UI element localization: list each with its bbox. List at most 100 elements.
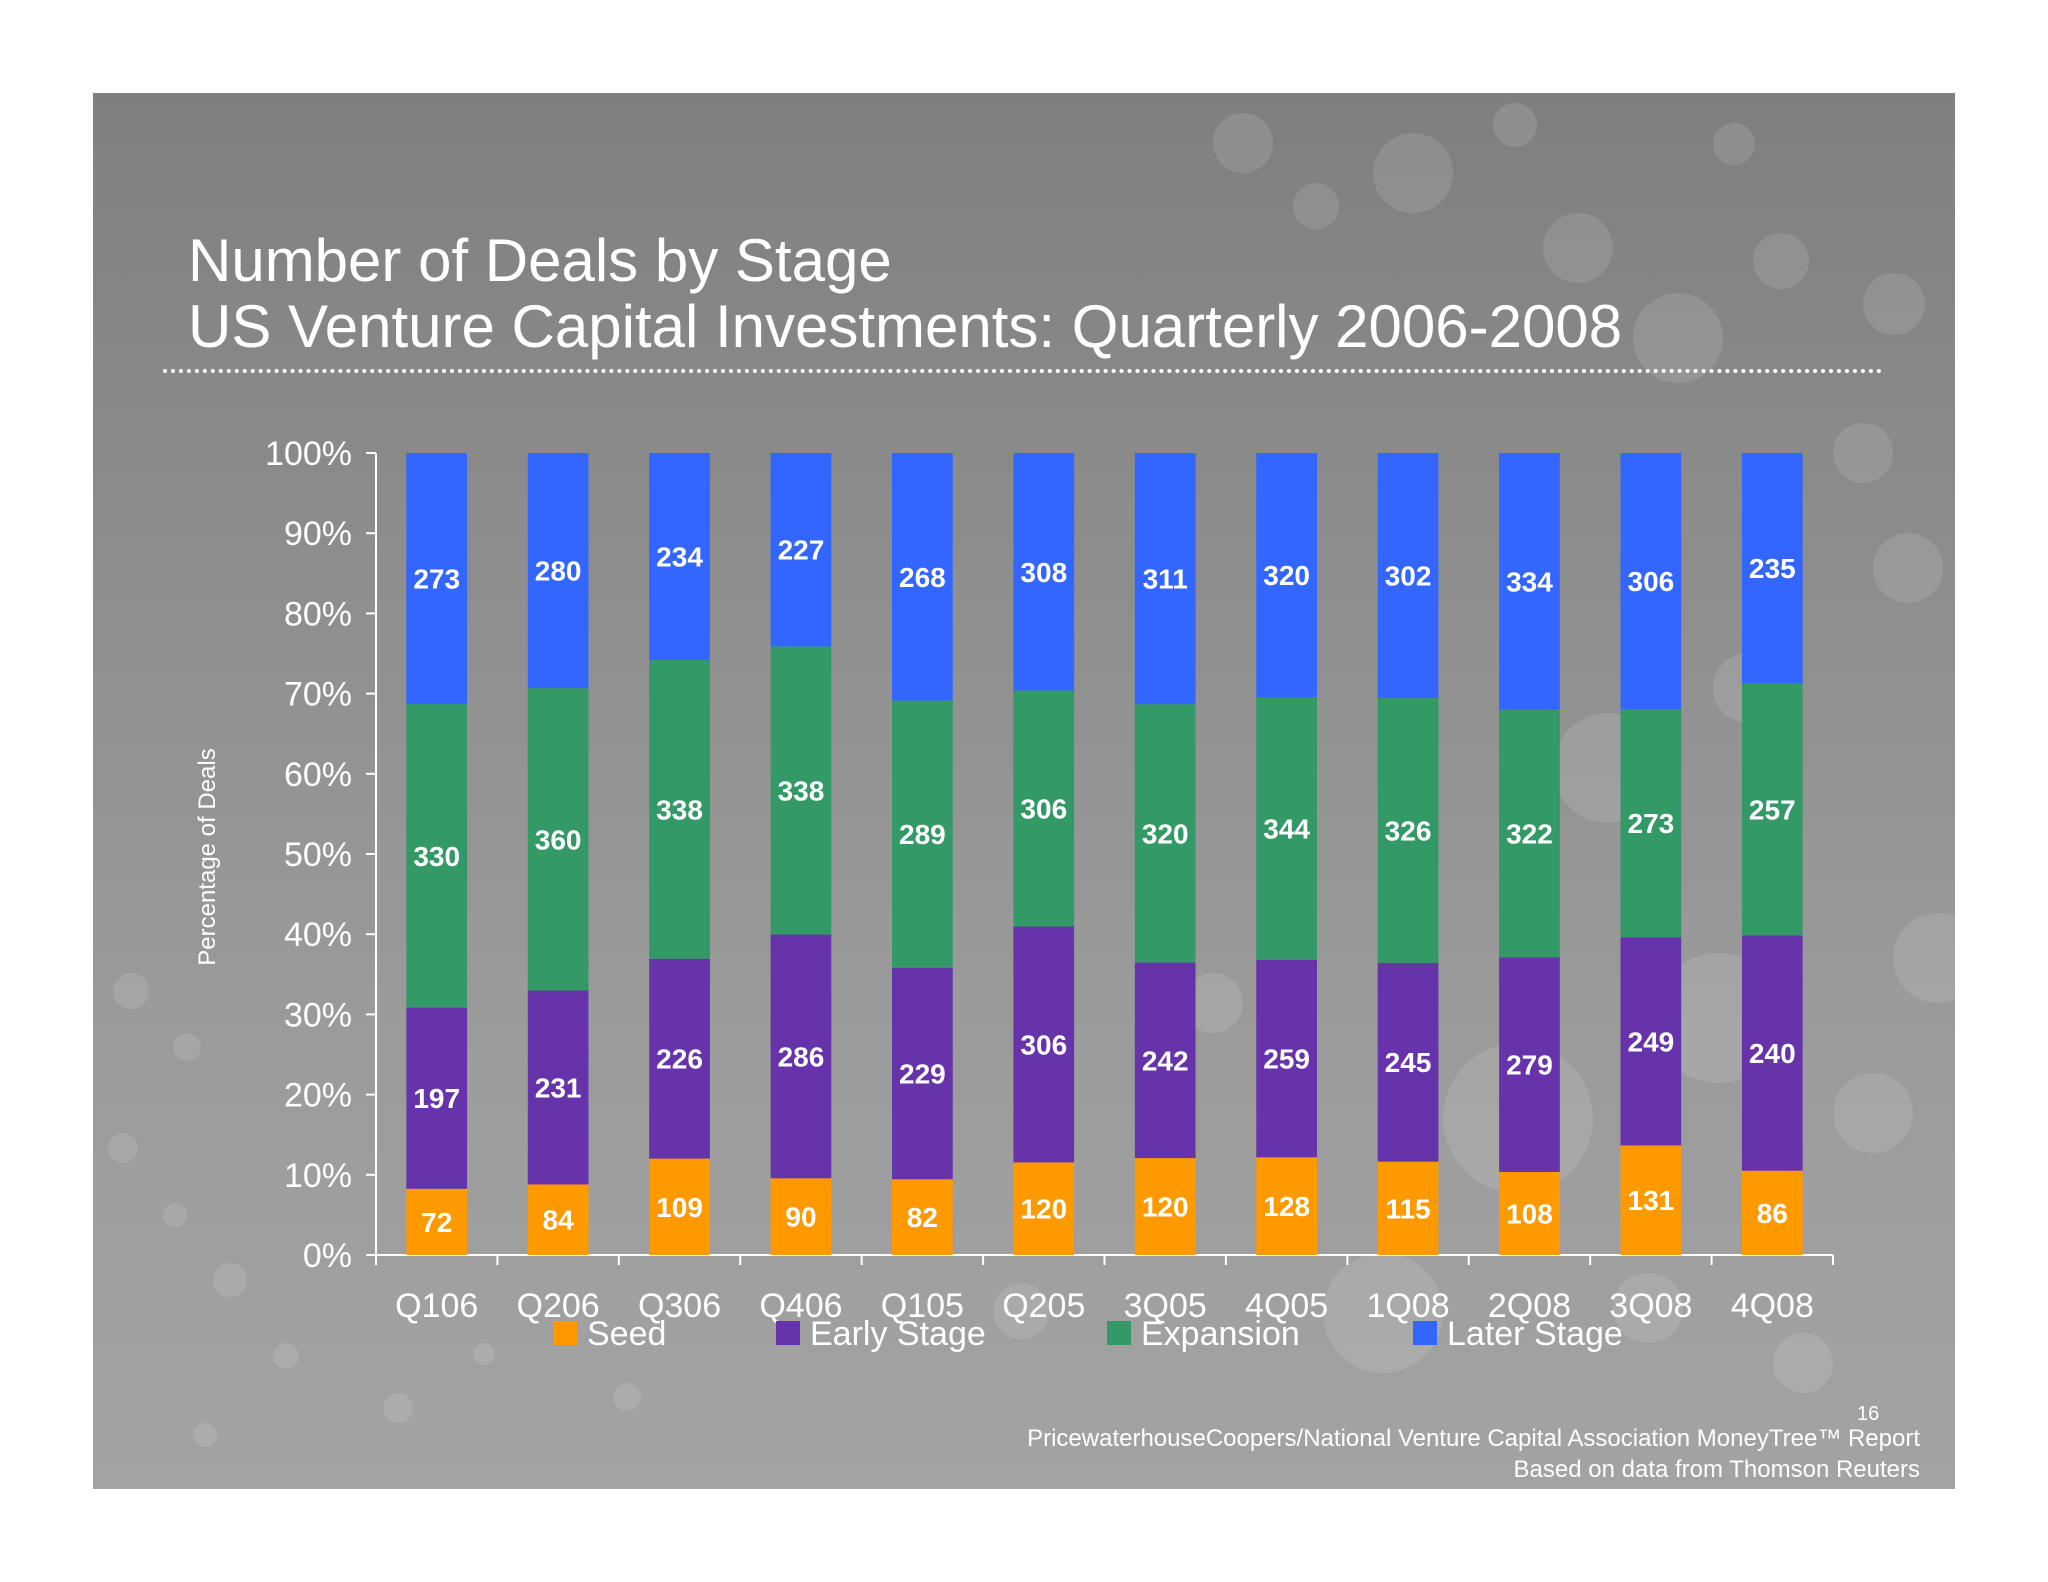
bar-segment <box>1620 708 1682 938</box>
x-tick-label: 4Q08 <box>1731 1287 1814 1325</box>
y-tick-label: 0% <box>303 1237 352 1275</box>
decorative-bubble <box>1833 423 1893 483</box>
data-label: 330 <box>413 841 460 872</box>
data-label: 72 <box>421 1207 452 1238</box>
data-label: 249 <box>1628 1026 1675 1057</box>
decorative-bubble <box>383 1393 413 1423</box>
bar-segment <box>406 1188 468 1255</box>
data-label: 240 <box>1749 1038 1796 1069</box>
x-tick-label: 4Q05 <box>1245 1287 1328 1325</box>
y-axis-title: Percentage of Deals <box>194 748 221 965</box>
x-tick-label: 3Q08 <box>1609 1287 1692 1325</box>
bar-group: 72 197 330 273 84 231 360 280 109 226 338 234 90 286 3… <box>406 453 1803 1255</box>
bar-segment <box>770 1178 832 1255</box>
data-label: 320 <box>1263 560 1310 591</box>
legend-swatch <box>776 1321 800 1345</box>
decorative-bubble <box>213 1263 247 1297</box>
data-label: 334 <box>1506 566 1553 597</box>
data-label: 286 <box>778 1041 825 1072</box>
bar-segment <box>1013 1162 1075 1255</box>
bar-segment <box>649 659 710 959</box>
data-label: 257 <box>1749 794 1796 825</box>
legend-label: Seed <box>587 1315 666 1353</box>
bar-segment <box>527 1184 589 1255</box>
decorative-bubble <box>1613 1273 1683 1343</box>
data-label: 226 <box>656 1044 703 1075</box>
bar-segment <box>1499 957 1560 1172</box>
x-tick-label: Q306 <box>638 1287 721 1325</box>
bar-segment <box>1620 1145 1682 1255</box>
bar-segment <box>1377 962 1439 1162</box>
data-label: 308 <box>1020 557 1067 588</box>
y-tick-label: 90% <box>284 515 352 553</box>
decorative-bubble <box>1633 293 1723 383</box>
data-label: 338 <box>656 794 703 825</box>
data-label: 229 <box>899 1058 946 1089</box>
bar-segment <box>1256 1157 1317 1255</box>
decorative-bubble <box>193 1423 217 1447</box>
data-label: 242 <box>1142 1045 1189 1076</box>
bar-segment <box>406 704 468 1008</box>
decorative-bubble <box>1873 533 1943 603</box>
bar-segment <box>1741 453 1803 684</box>
x-tick-label: Q406 <box>759 1287 842 1325</box>
y-tick-label: 50% <box>284 836 352 874</box>
bar-segment <box>406 453 468 705</box>
x-tick-label: 3Q05 <box>1124 1287 1207 1325</box>
legend-label: Expansion <box>1141 1315 1300 1353</box>
data-label: 289 <box>899 819 946 850</box>
data-label: 120 <box>1020 1194 1067 1225</box>
y-tick-label: 10% <box>284 1157 352 1195</box>
legend-swatch <box>1413 1321 1437 1345</box>
data-label: 360 <box>535 824 582 855</box>
bar-segment <box>1377 698 1439 963</box>
bar-segment <box>892 1179 953 1255</box>
decorative-bubble <box>1373 133 1453 213</box>
x-tick-label: Q205 <box>1002 1287 1085 1325</box>
bar-segment <box>1620 937 1682 1146</box>
data-label: 131 <box>1628 1185 1675 1216</box>
decorative-bubble <box>108 1133 138 1163</box>
bar-segment <box>406 1007 468 1189</box>
slide-background: Number of Deals by Stage US Venture Capi… <box>93 93 1955 1489</box>
data-label: 235 <box>1749 553 1796 584</box>
data-label: 268 <box>899 562 946 593</box>
source-note: PricewaterhouseCoopers/National Venture … <box>1027 1423 1920 1485</box>
y-tick-label: 100% <box>265 435 352 473</box>
chart-subtitle: US Venture Capital Investments: Quarterl… <box>188 293 1623 360</box>
data-label: 84 <box>543 1205 575 1236</box>
decorative-bubble <box>163 1203 187 1227</box>
y-axis: 0% 10% 20% 30% 40% 50% 60% 70% 80% 90% 100% <box>265 435 377 1275</box>
bar-segment <box>1013 690 1075 927</box>
bar-segment <box>1134 1158 1196 1255</box>
x-tick-label: Q106 <box>395 1287 478 1325</box>
decorative-bubble <box>1323 1253 1443 1373</box>
data-label: 326 <box>1385 815 1432 846</box>
bar-segment <box>770 934 832 1179</box>
data-label: 338 <box>778 776 825 807</box>
data-label: 279 <box>1506 1050 1553 1081</box>
legend-label: Later Stage <box>1447 1315 1623 1353</box>
bar-segment <box>527 453 589 689</box>
decorative-bubble <box>1713 123 1755 165</box>
bar-segment <box>1620 453 1682 709</box>
y-tick-label: 60% <box>284 756 352 794</box>
x-tick-label: 2Q08 <box>1488 1287 1571 1325</box>
decorative-bubble <box>1493 103 1537 147</box>
data-label: 302 <box>1385 561 1432 592</box>
data-label: 306 <box>1628 566 1675 597</box>
bar-segment <box>1256 697 1317 960</box>
source-line-1: PricewaterhouseCoopers/National Venture … <box>1027 1425 1920 1452</box>
bar-segment <box>1377 1161 1439 1255</box>
legend: Seed Early Stage Expansion Later Stage <box>553 1315 1623 1353</box>
data-label: 273 <box>413 564 460 595</box>
bar-segment <box>1013 453 1075 691</box>
bar-segment <box>1013 926 1075 1163</box>
legend-label: Early Stage <box>810 1315 986 1353</box>
bar-segment <box>527 688 589 991</box>
decorative-bubble <box>113 973 149 1009</box>
data-label: 311 <box>1143 564 1188 595</box>
decorative-bubble <box>1543 213 1613 283</box>
x-axis: Q106 Q206 Q306 Q406 Q105 Q205 3Q05 4Q05 1Q08 2Q08… <box>375 1254 1834 1325</box>
bar-segment <box>649 1158 710 1255</box>
